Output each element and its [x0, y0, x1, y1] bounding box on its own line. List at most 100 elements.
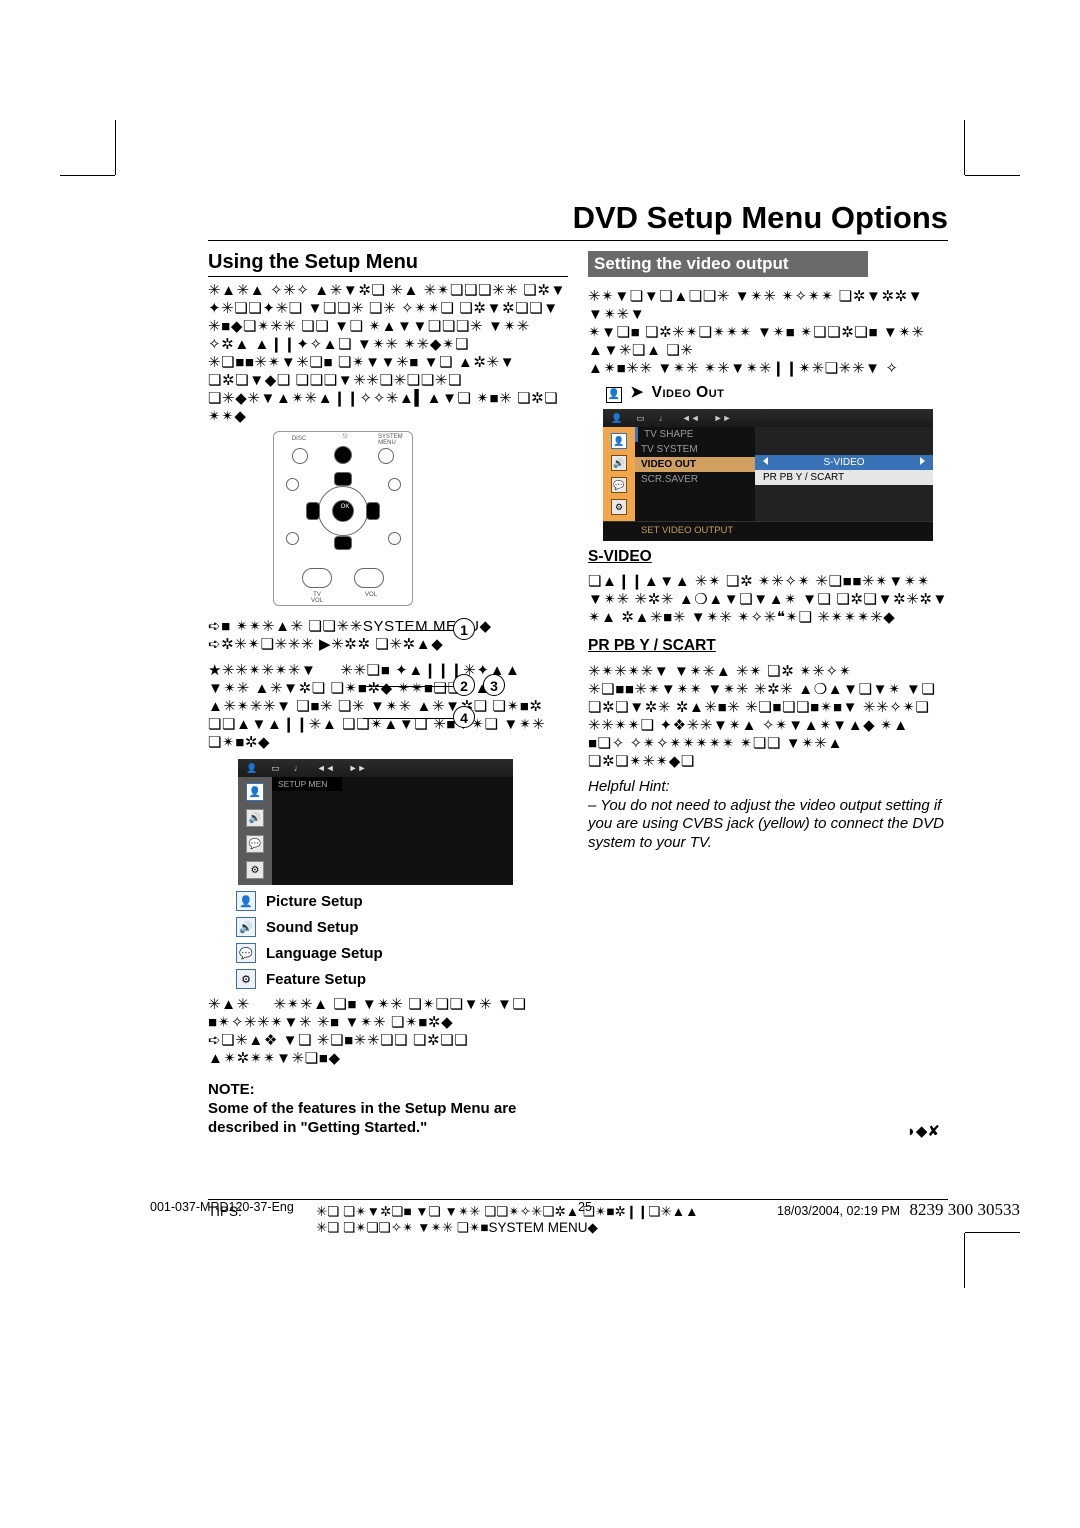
setup-item-sound: 🔊 Sound Setup	[236, 917, 568, 937]
osd2-item: SCR.SAVER	[635, 472, 755, 487]
remote-dpad-left	[306, 502, 320, 520]
crop-mark	[60, 175, 115, 176]
remote-system-menu-button	[378, 448, 394, 464]
osd-main-area: SETUP MEN	[272, 777, 513, 885]
setup-label: Sound Setup	[266, 919, 359, 936]
osd2-item: TV SYSTEM	[635, 442, 755, 457]
remote-button	[302, 568, 332, 588]
remote-button	[292, 448, 308, 464]
hint-body: – You do not need to adjust the video ou…	[588, 797, 944, 852]
triangle-left-icon	[763, 457, 768, 465]
osd-top-icon: 👤	[611, 413, 622, 424]
body-glyphs: ✳✴✳✴✳▼ ▼✴✳▲ ✳✴ ❏✲ ✴✳✧✴ ✳❏■■✳✴▼✴✴ ▼✴✳ ✳✲✳…	[588, 662, 948, 770]
feature-icon: ⚙	[236, 969, 256, 989]
remote-button	[388, 532, 401, 545]
note-block: NOTE: Some of the features in the Setup …	[208, 1081, 568, 1137]
setup-item-picture: 👤 Picture Setup	[236, 891, 568, 911]
osd2-icon-picture: 👤	[611, 433, 627, 449]
helpful-hint: Helpful Hint: – You do not need to adjus…	[588, 778, 948, 853]
osd2-option: PR PB Y / SCART	[755, 470, 933, 485]
note-label: NOTE:	[208, 1081, 255, 1098]
remote-label: SYSTEMMENU	[378, 434, 396, 446]
osd-top-icon: ►►	[349, 763, 367, 773]
body-glyphs: ★✳✳✴✳✴✳▼ ✳✳❏■ ✦▲❙❙❙✳✦▲▲ ▼✴✳ ▲✳▼✲❏ ❏✴■✲◆ …	[208, 661, 568, 751]
setup-label: Picture Setup	[266, 893, 363, 910]
footer: 001-037-MRD120-37-Eng 25 18/03/2004, 02:…	[150, 1200, 1020, 1220]
section-title: Using the Setup Menu	[208, 251, 568, 277]
body-glyphs: ❏▲❙❙▲▼▲ ✳✴ ❏✲ ✴✳✧✴ ✳❏■■✳✴▼✴✴ ▼✴✳ ✳✲✳ ▲❍▲…	[588, 572, 948, 626]
remote-dpad-right	[366, 502, 380, 520]
setup-item-feature: ⚙ Feature Setup	[236, 969, 568, 989]
osd-icon-language: 💬	[246, 835, 264, 853]
left-column: Using the Setup Menu ✳▲✳▲ ✧✳✧ ▲✳▼✲❏ ✳▲ ✳…	[208, 251, 568, 1137]
remote-button	[286, 478, 299, 491]
osd2-menu-list: TV SHAPE TV SYSTEM VIDEO OUT SCR.SAVER	[635, 427, 755, 521]
remote-illustration: DISC ⎋ SYSTEMMENU OK	[208, 431, 568, 611]
footer-right: 18/03/2004, 02:19 PM 8239 300 30533	[615, 1200, 1020, 1220]
osd-icon-sound: 🔊	[246, 809, 264, 827]
remote-dpad-up	[334, 472, 352, 486]
body-glyphs: ➪■ ✴✴✳▲✳ ❏❏✳✳SYSTEM MENU◆ ➪✲✳✴❏✳✳✳ ▶✳✲✲ …	[208, 617, 568, 653]
title-rule	[208, 240, 948, 241]
osd2-icon-sound: 🔊	[611, 455, 627, 471]
remote-label: ⎋	[336, 434, 354, 441]
video-out-label: Video Out	[652, 384, 725, 401]
osd2-options: S-VIDEO PR PB Y / SCART	[755, 427, 933, 521]
body-glyphs: ✳▲✳▲ ✧✳✧ ▲✳▼✲❏ ✳▲ ✳✴❏❏❏✳✳ ❏✲▼ ✦✳❏❏✦✳❏ ▼❏…	[208, 281, 568, 425]
remote-label: DISC	[290, 436, 308, 442]
osd2-option-selected: S-VIDEO	[755, 455, 933, 470]
osd-icon-feature: ⚙	[246, 861, 264, 879]
setup-label: Feature Setup	[266, 971, 366, 988]
crop-mark	[965, 1232, 1020, 1233]
osd-top-icon: ♩	[659, 413, 668, 423]
remote-label: VOL	[362, 592, 380, 598]
crop-mark	[964, 120, 965, 175]
osd-top-icon: ♩	[294, 763, 303, 773]
osd-top-icon: ◄◄	[317, 763, 335, 773]
osd-icon-picture: 👤	[246, 783, 264, 801]
osd-top-bar: 👤 ▭ ♩ ◄◄ ►►	[238, 759, 513, 777]
language-icon: 💬	[236, 943, 256, 963]
prpb-heading: PR PB Y / SCART	[588, 636, 948, 655]
osd-video-out: 👤 ▭ ♩ ◄◄ ►► 👤 🔊 💬 ⚙ TV SHAPE TV S	[603, 409, 933, 541]
osd-setup-menu: 👤 ▭ ♩ ◄◄ ►► 👤 🔊 💬 ⚙ SETUP MEN	[238, 759, 513, 885]
osd-sidebar: 👤 🔊 💬 ⚙	[238, 777, 272, 885]
body-glyphs: ✳✴▼❏▼❏▲❏❏✳ ▼✴✳ ✴✧✴✴ ❏✲▼✲✲▼ ▼✴✳▼ ✴▼❏■ ❏✲✳…	[588, 287, 948, 377]
arrow-icon: ➤	[630, 384, 643, 401]
footer-center: 25	[555, 1200, 615, 1220]
osd2-sidebar: 👤 🔊 💬 ⚙	[603, 427, 635, 521]
right-column: Setting the video output ✳✴▼❏▼❏▲❏❏✳ ▼✴✳ …	[588, 251, 948, 1137]
hint-lead: Helpful Hint:	[588, 778, 670, 795]
osd2-top-bar: 👤 ▭ ♩ ◄◄ ►►	[603, 409, 933, 427]
remote-power-button	[334, 446, 352, 464]
osd2-icon-language: 💬	[611, 477, 627, 493]
remote-button	[286, 532, 299, 545]
osd2-icon-feature: ⚙	[611, 499, 627, 515]
remote-ok-label: OK	[336, 504, 354, 510]
sound-icon: 🔊	[236, 917, 256, 937]
remote-label: TV VOL	[308, 592, 326, 604]
osd-top-icon: ▭	[271, 763, 280, 774]
osd-top-icon: 👤	[246, 763, 257, 774]
setup-label: Language Setup	[266, 945, 383, 962]
osd2-caption: SET VIDEO OUTPUT	[603, 521, 933, 541]
body-glyphs: ✳▲✳ ✳✴✳▲ ❏■ ▼✴✳ ❏✴❏❏▼✳ ▼❏ ■✴✧✳✳✴▼✳ ✳■ ▼✴…	[208, 995, 568, 1067]
picture-icon: 👤	[236, 891, 256, 911]
remote-dpad-down	[334, 536, 352, 550]
remote-button	[354, 568, 384, 588]
remote-button	[388, 478, 401, 491]
subsection-header: Setting the video output	[588, 251, 868, 277]
footer-timestamp: 18/03/2004, 02:19 PM	[777, 1204, 900, 1218]
osd-top-icon: ◄◄	[682, 413, 700, 423]
person-icon: 👤	[606, 387, 622, 403]
setup-item-language: 💬 Language Setup	[236, 943, 568, 963]
osd-top-icon: ▭	[636, 413, 645, 424]
page-title: DVD Setup Menu Options	[208, 200, 948, 236]
crop-mark	[964, 1233, 965, 1288]
osd2-item: TV SHAPE	[635, 427, 755, 442]
svideo-heading: S-VIDEO	[588, 547, 948, 566]
triangle-right-icon	[920, 457, 925, 465]
footer-serial: 8239 300 30533	[910, 1200, 1021, 1219]
crop-mark	[115, 120, 116, 175]
footer-left: 001-037-MRD120-37-Eng	[150, 1200, 555, 1220]
